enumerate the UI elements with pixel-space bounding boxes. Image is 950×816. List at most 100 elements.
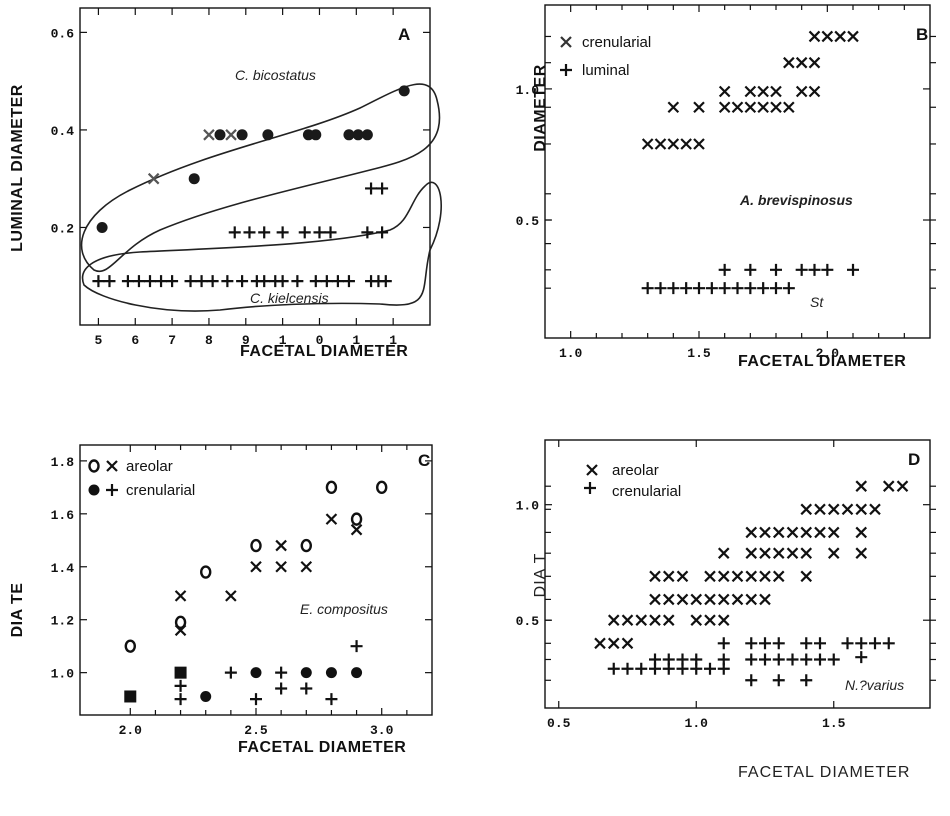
- data-point-plus: [132, 275, 145, 288]
- legend-entry: areolar: [612, 462, 659, 479]
- data-point-x: [869, 503, 881, 516]
- x-tick-label: 1.5: [822, 716, 846, 731]
- data-point-x: [649, 614, 661, 626]
- y-tick-label: 1.6: [51, 508, 75, 523]
- data-point-plus: [704, 662, 716, 675]
- plot-frame: [544, 439, 931, 709]
- data-point-plus: [745, 674, 758, 687]
- data-point-x: [834, 30, 846, 43]
- x-axis-label: FACETAL DIAMETER: [738, 353, 906, 370]
- data-point-circle: [350, 512, 363, 526]
- legend: crenularial luminal: [560, 34, 651, 79]
- data-point-x: [814, 526, 826, 539]
- data-point-plus: [759, 653, 771, 666]
- data-point-plus: [649, 662, 661, 675]
- data-point-dot: [262, 129, 274, 141]
- data-point-plus: [654, 282, 667, 295]
- data-point-x: [649, 593, 661, 606]
- data-point-dot: [343, 129, 355, 141]
- data-point-x: [731, 570, 744, 583]
- legend-entry: crenularial: [582, 34, 651, 51]
- data-point-plus: [275, 682, 288, 695]
- data-point-plus: [882, 637, 895, 650]
- data-point-x: [795, 56, 808, 69]
- data-point-plus: [744, 263, 757, 276]
- data-point-x: [808, 56, 821, 69]
- data-point-x: [731, 101, 744, 114]
- data-point-x: [759, 570, 771, 583]
- x-axis-label: FACETAL DIAMETER: [738, 764, 910, 781]
- data-point-x: [662, 593, 675, 606]
- data-point-plus: [772, 637, 785, 650]
- data-point-plus: [808, 263, 821, 276]
- data-point-plus: [144, 275, 156, 288]
- data-point-dot: [188, 173, 200, 185]
- x-tick-label: 8: [205, 333, 213, 348]
- data-point-plus: [195, 275, 208, 288]
- data-point-plus: [560, 64, 572, 76]
- data-point-plus: [584, 482, 596, 494]
- data-point-x: [693, 138, 705, 150]
- data-point-plus: [800, 637, 813, 650]
- data-point-x: [759, 547, 771, 559]
- data-point-x: [649, 570, 661, 583]
- data-point-plus: [376, 226, 389, 239]
- panel-letter: D: [908, 450, 920, 469]
- data-point-x: [882, 480, 895, 492]
- x-axis-label: FACETAL DIAMETER: [240, 343, 408, 360]
- data-point-plus: [770, 282, 782, 295]
- data-point-dot: [236, 129, 248, 141]
- data-point-plus: [782, 282, 795, 295]
- data-point-x: [718, 85, 731, 98]
- data-point-x: [827, 526, 840, 539]
- data-point-x: [174, 624, 187, 637]
- data-point-x: [560, 36, 572, 48]
- data-point-plus: [667, 282, 680, 295]
- data-point-x: [841, 503, 854, 516]
- plot-frame: [79, 7, 431, 326]
- x-tick-label: 1.0: [685, 716, 709, 731]
- data-point-plus: [869, 637, 881, 650]
- y-tick-label: 1.0: [516, 499, 540, 514]
- data-point-plus: [313, 226, 326, 239]
- data-point-x: [717, 614, 730, 626]
- data-point-plus: [821, 263, 834, 276]
- data-point-x: [662, 570, 675, 583]
- x-tick-label: 2.5: [244, 723, 268, 738]
- data-point-circle: [325, 480, 338, 495]
- data-point-dot: [351, 667, 363, 679]
- data-point-plus: [745, 637, 758, 650]
- data-point-x: [744, 101, 757, 114]
- specimen-label: St: [810, 294, 824, 310]
- data-point-x: [808, 30, 821, 43]
- x-tick-label: 1.0: [559, 346, 583, 361]
- data-point-plus: [635, 662, 648, 675]
- data-point-circle: [250, 538, 262, 553]
- x-tick-label: 2.0: [119, 723, 143, 738]
- data-point-x: [731, 593, 744, 606]
- data-point-dot: [310, 129, 322, 141]
- data-point-x: [786, 526, 799, 539]
- panel-letter: C: [418, 451, 430, 470]
- data-point-dot: [96, 221, 108, 233]
- data-point-plus: [166, 275, 179, 288]
- data-point-plus: [324, 226, 337, 239]
- data-point-x: [718, 101, 731, 114]
- data-point-x: [800, 547, 813, 559]
- data-point-circle: [88, 459, 100, 473]
- data-point-plus: [717, 637, 730, 650]
- data-point-plus: [236, 275, 249, 288]
- y-tick-label: 1.8: [51, 455, 75, 470]
- data-point-plus: [228, 226, 241, 239]
- data-point-plus: [717, 662, 730, 675]
- data-point-plus: [744, 282, 757, 295]
- data-point-x: [855, 503, 868, 516]
- data-point-plus: [331, 275, 344, 288]
- kielcensis-hull: [81, 181, 442, 312]
- data-point-plus: [379, 275, 392, 288]
- data-point-x: [350, 523, 363, 536]
- data-point-plus: [795, 263, 808, 276]
- data-point-plus: [757, 282, 770, 295]
- data-point-plus: [258, 226, 271, 239]
- data-point-dot: [250, 667, 262, 679]
